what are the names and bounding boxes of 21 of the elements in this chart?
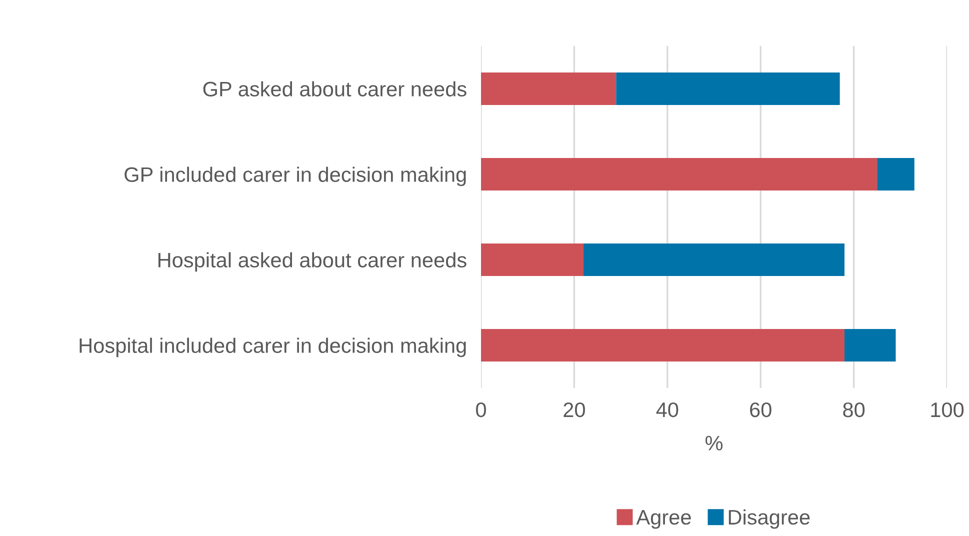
y-tick-label: GP asked about carer needs bbox=[203, 81, 466, 97]
y-tick-label: Hospital asked about carer needs bbox=[158, 252, 466, 272]
bar bbox=[481, 158, 878, 190]
x-tick-label: 60 bbox=[750, 402, 772, 418]
x-tick-label: 20 bbox=[564, 402, 585, 418]
y-tick-label: Hospital included carer in decision making bbox=[80, 338, 466, 358]
x-axis-title: % bbox=[705, 436, 723, 450]
x-tick-label: 100 bbox=[931, 402, 964, 418]
bar bbox=[481, 329, 844, 362]
bar bbox=[616, 72, 840, 105]
x-tick-label: 40 bbox=[656, 402, 678, 418]
legend-label: Disagree bbox=[728, 509, 810, 529]
bar bbox=[877, 158, 914, 190]
bar bbox=[584, 244, 844, 276]
legend-label: Agree bbox=[636, 510, 691, 529]
bar bbox=[481, 244, 584, 276]
y-tick-label: GP included carer in decision making bbox=[124, 166, 466, 186]
x-tick-label: 0 bbox=[476, 402, 486, 418]
bar bbox=[481, 72, 616, 105]
bar bbox=[844, 329, 896, 362]
x-tick-label: 80 bbox=[843, 402, 865, 418]
